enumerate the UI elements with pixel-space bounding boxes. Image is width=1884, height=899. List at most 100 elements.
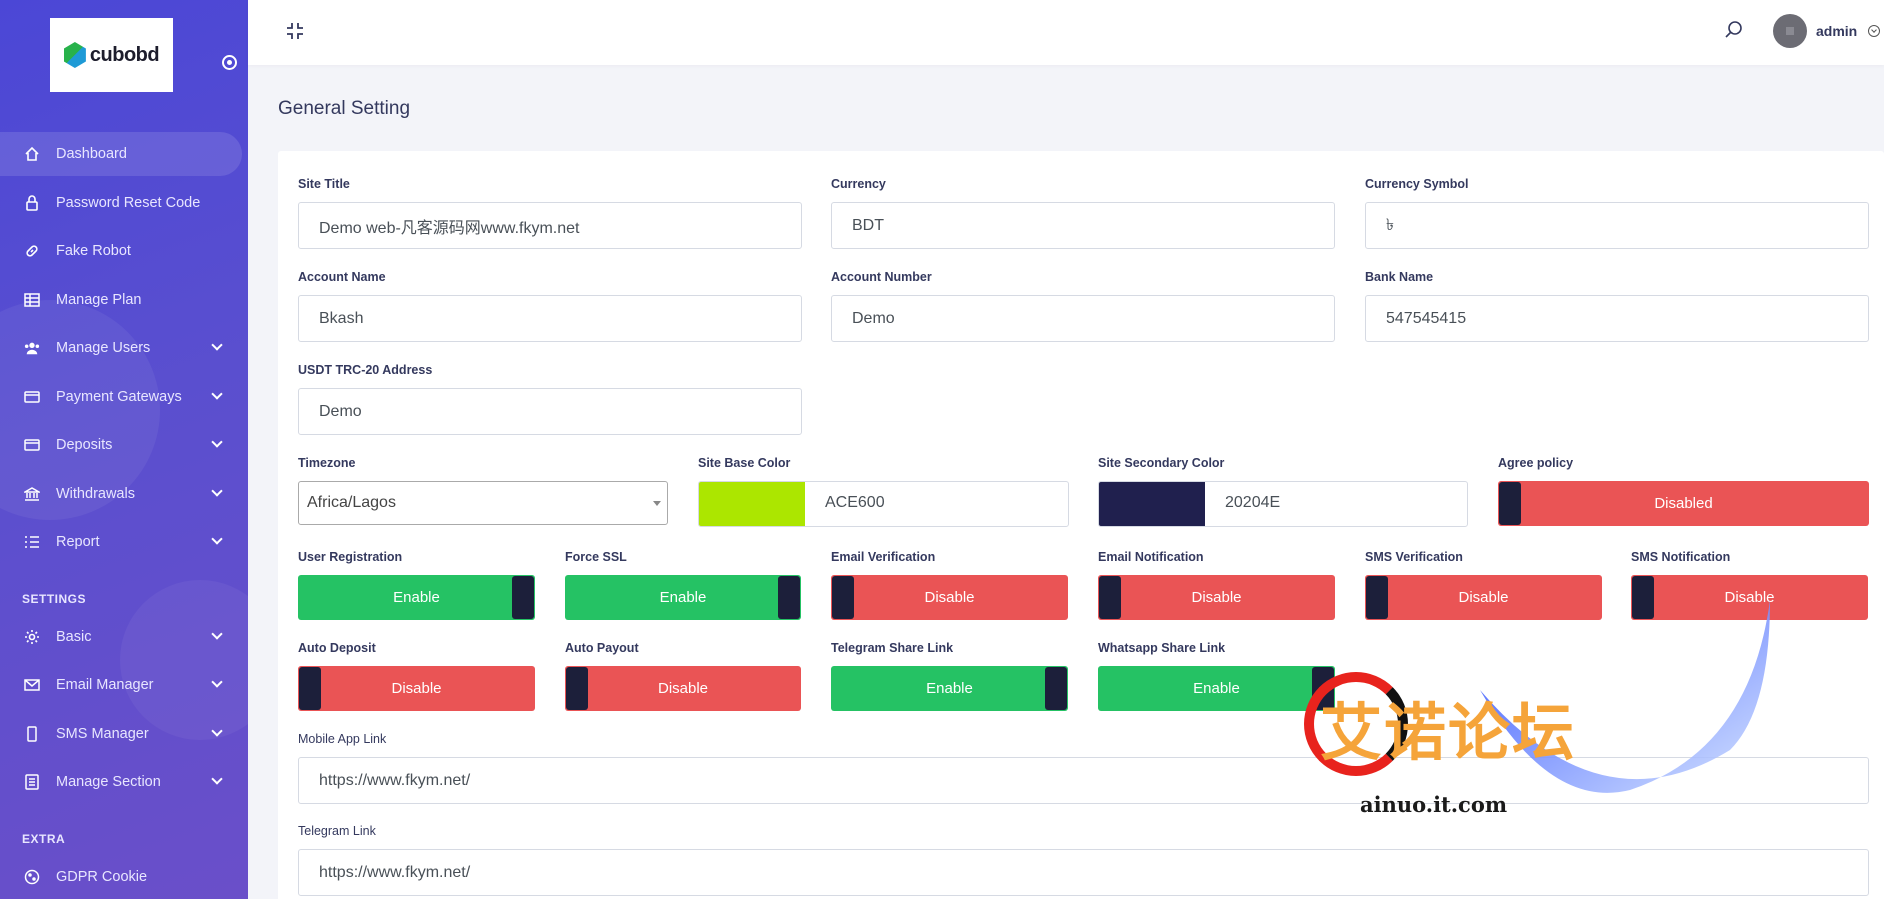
account-number-input[interactable]: Demo xyxy=(831,295,1335,342)
sidebar-decoration xyxy=(120,580,248,740)
search-icon[interactable] xyxy=(1724,20,1744,40)
chevron-down-icon xyxy=(211,533,223,545)
auto-deposit-label: Auto Deposit xyxy=(298,641,376,655)
user-name[interactable]: admin xyxy=(1816,23,1858,39)
page-title: General Setting xyxy=(278,98,411,119)
currency-label: Currency xyxy=(831,177,886,191)
sms-verification-label: SMS Verification xyxy=(1365,550,1463,564)
sidebar-section-settings: SETTINGS xyxy=(22,592,87,606)
bank-name-input[interactable]: 547545415 xyxy=(1365,295,1869,342)
sidebar-item-label: Report xyxy=(56,534,100,550)
secondary-color-chip[interactable] xyxy=(1099,482,1205,526)
toggle-state: Disable xyxy=(1458,589,1509,606)
mobile-app-link-input[interactable]: https://www.fkym.net/ xyxy=(298,757,1869,804)
sidebar-item-withdrawals[interactable]: Withdrawals xyxy=(0,472,248,516)
account-name-label: Account Name xyxy=(298,270,386,284)
auto-payout-toggle[interactable]: Disable xyxy=(565,666,801,711)
chevron-down-icon xyxy=(211,725,223,737)
sidebar-item-sms-manager[interactable]: SMS Manager xyxy=(0,712,248,756)
telegram-share-link-toggle[interactable]: Enable xyxy=(831,666,1068,711)
sidebar: cubobd Dashboard Password Reset Code Fak… xyxy=(0,0,248,899)
sidebar-item-email-manager[interactable]: Email Manager xyxy=(0,663,248,707)
toggle-knob xyxy=(832,576,854,619)
user-registration-toggle[interactable]: Enable xyxy=(298,575,535,620)
envelope-icon xyxy=(24,677,40,693)
auto-deposit-toggle[interactable]: Disable xyxy=(298,666,535,711)
mobile-app-link-label: Mobile App Link xyxy=(298,732,387,746)
currency-input[interactable]: BDT xyxy=(831,202,1335,249)
force-ssl-label: Force SSL xyxy=(565,550,627,564)
base-color-picker[interactable]: ACE600 xyxy=(698,481,1069,527)
compress-icon[interactable] xyxy=(286,22,304,40)
toggle-knob xyxy=(512,576,534,619)
timezone-select[interactable]: Africa/Lagos xyxy=(298,481,668,525)
currency-symbol-input[interactable]: ৳ xyxy=(1365,202,1869,249)
sidebar-item-password-reset-code[interactable]: Password Reset Code xyxy=(0,181,248,225)
site-title-label: Site Title xyxy=(298,177,350,191)
home-icon xyxy=(24,146,40,162)
credit-card-icon xyxy=(24,389,40,405)
sidebar-item-basic[interactable]: Basic xyxy=(0,615,248,659)
email-verification-label: Email Verification xyxy=(831,550,936,564)
toggle-knob xyxy=(1099,576,1121,619)
telegram-link-input[interactable]: https://www.fkym.net/ xyxy=(298,849,1869,896)
toggle-state: Disable xyxy=(1191,589,1242,606)
avatar[interactable] xyxy=(1773,14,1807,48)
users-icon xyxy=(24,340,40,356)
sidebar-item-dashboard[interactable]: Dashboard xyxy=(0,132,242,176)
caret-down-icon xyxy=(653,501,661,506)
secondary-color-label: Site Secondary Color xyxy=(1098,456,1225,470)
chevron-down-icon xyxy=(211,676,223,688)
sidebar-item-payment-gateways[interactable]: Payment Gateways xyxy=(0,375,248,419)
base-color-chip[interactable] xyxy=(699,482,805,526)
force-ssl-toggle[interactable]: Enable xyxy=(565,575,801,620)
toggle-knob xyxy=(1366,576,1388,619)
sidebar-item-manage-plan[interactable]: Manage Plan xyxy=(0,278,248,322)
sms-verification-toggle[interactable]: Disable xyxy=(1365,575,1602,620)
toggle-state: Enable xyxy=(393,589,440,606)
toggle-knob xyxy=(778,576,800,619)
logo-text: cubobd xyxy=(89,43,160,66)
email-notification-label: Email Notification xyxy=(1098,550,1204,564)
email-notification-toggle[interactable]: Disable xyxy=(1098,575,1335,620)
sms-notification-toggle[interactable]: Disable xyxy=(1631,575,1868,620)
chevron-down-icon xyxy=(211,388,223,400)
agree-policy-toggle[interactable]: Disabled xyxy=(1498,481,1869,526)
toggle-knob xyxy=(1312,667,1334,710)
sidebar-item-label: Withdrawals xyxy=(56,486,135,502)
usdt-address-input[interactable]: Demo xyxy=(298,388,802,435)
sidebar-item-gdpr-cookie[interactable]: GDPR Cookie xyxy=(0,855,248,899)
chevron-down-icon[interactable] xyxy=(1868,25,1880,37)
sidebar-item-label: Dashboard xyxy=(56,146,127,162)
currency-symbol-label: Currency Symbol xyxy=(1365,177,1469,191)
sidebar-item-label: Password Reset Code xyxy=(56,195,201,211)
chevron-down-icon xyxy=(211,628,223,640)
telegram-share-link-label: Telegram Share Link xyxy=(831,641,954,655)
bank-name-label: Bank Name xyxy=(1365,270,1434,284)
sidebar-toggle-icon[interactable] xyxy=(222,55,237,70)
sidebar-item-fake-robot[interactable]: Fake Robot xyxy=(0,229,248,273)
account-number-label: Account Number xyxy=(831,270,932,284)
sidebar-item-deposits[interactable]: Deposits xyxy=(0,423,248,467)
account-name-input[interactable]: Bkash xyxy=(298,295,802,342)
sidebar-item-report[interactable]: Report xyxy=(0,520,248,564)
email-verification-toggle[interactable]: Disable xyxy=(831,575,1068,620)
sidebar-item-label: Basic xyxy=(56,629,92,645)
secondary-color-value: 20204E xyxy=(1225,494,1281,511)
agree-policy-label: Agree policy xyxy=(1498,456,1574,470)
list-icon xyxy=(24,534,40,550)
whatsapp-share-link-toggle[interactable]: Enable xyxy=(1098,666,1335,711)
toggle-state: Enable xyxy=(926,680,973,697)
sidebar-item-manage-users[interactable]: Manage Users xyxy=(0,326,248,370)
chevron-down-icon xyxy=(211,773,223,785)
sidebar-section-extra: EXTRA xyxy=(22,832,66,846)
toggle-state: Enable xyxy=(659,589,707,606)
brand-logo[interactable]: cubobd xyxy=(50,18,173,92)
link-icon xyxy=(24,243,40,259)
topbar: admin xyxy=(248,0,1884,65)
sidebar-item-label: Payment Gateways xyxy=(56,389,182,405)
site-title-input[interactable]: Demo web-凡客源码网www.fkym.net xyxy=(298,202,802,249)
secondary-color-picker[interactable]: 20204E xyxy=(1098,481,1468,527)
lock-icon xyxy=(24,195,40,211)
sidebar-item-manage-section[interactable]: Manage Section xyxy=(0,760,248,804)
